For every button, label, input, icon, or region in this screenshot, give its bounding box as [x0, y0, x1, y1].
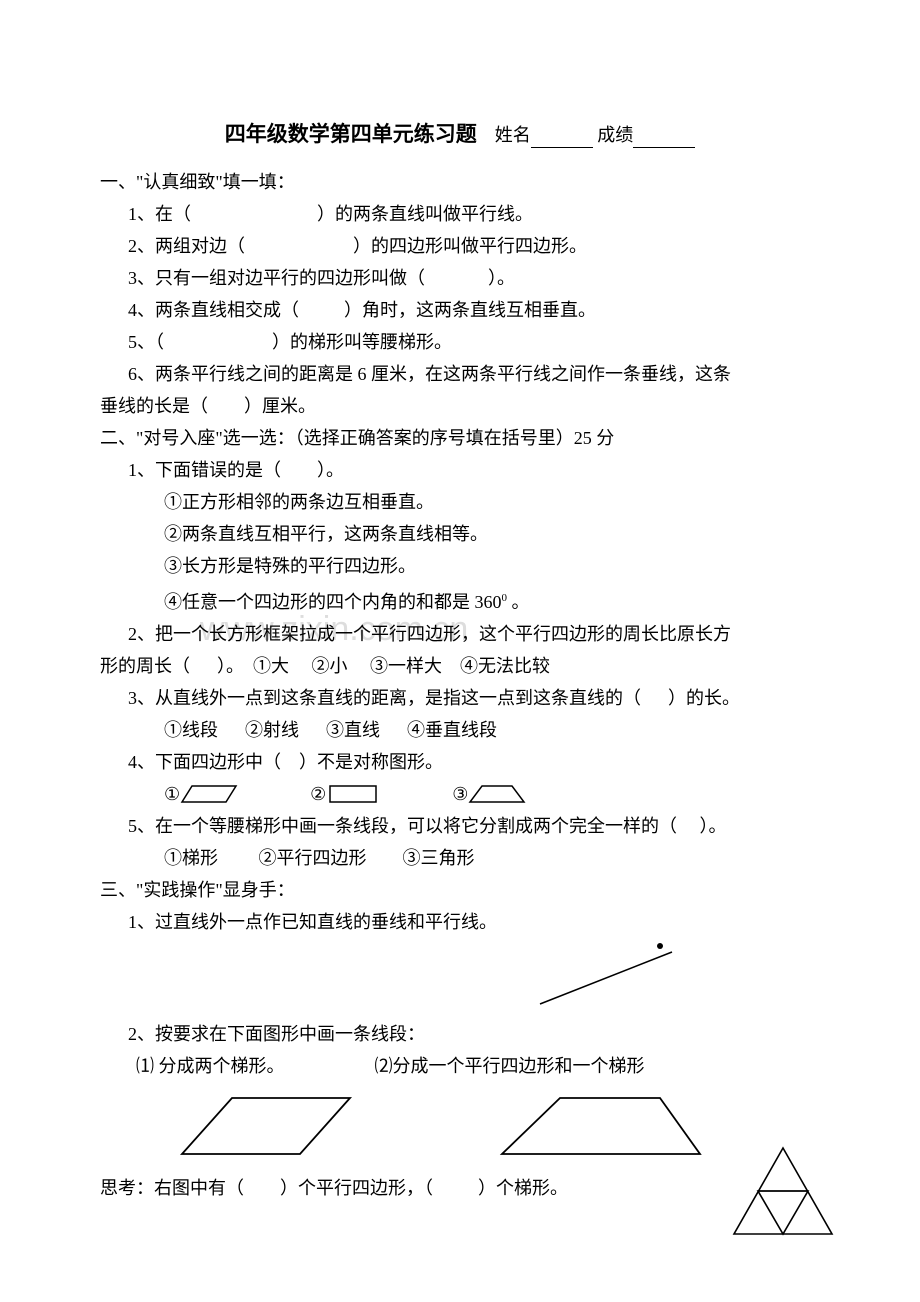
s2-q2-line2: 形的周长（ ）。 ①大 ②小 ③一样大 ④无法比较 [100, 650, 820, 682]
triangle-subdivided-icon [728, 1142, 840, 1242]
s2-q3-opts: ①线段 ②射线 ③直线 ④垂直线段 [100, 714, 820, 746]
s3-q1-stem: 1、过直线外一点作已知直线的垂线和平行线。 [100, 906, 820, 938]
page-title: 四年级数学第四单元练习题 [225, 123, 477, 146]
s2-q2-line1: 2、把一个长方形框架拉成一个平行四边形，这个平行四边形的周长比原长方 [100, 618, 820, 650]
name-field: 姓名 成绩 [495, 125, 696, 145]
name-label: 姓名 [495, 125, 531, 145]
s1-item-2: 2、两组对边（ ）的四边形叫做平行四边形。 [100, 230, 820, 262]
s2-q1-opt3: ③长方形是特殊的平行四边形。 [100, 550, 820, 582]
s1-item-6a: 6、两条平行线之间的距离是 6 厘米，在这两条平行线之间作一条垂线，这条 [100, 358, 820, 390]
s2-q1-opt1: ①正方形相邻的两条边互相垂直。 [100, 486, 820, 518]
s2-q4-opt2-label: ② [310, 778, 326, 810]
rectangle-icon [326, 783, 382, 805]
score-blank[interactable] [633, 129, 695, 148]
trapezoid-shape [490, 1092, 720, 1168]
oblique-line [540, 952, 672, 1004]
s2-q5-stem: 5、在一个等腰梯形中画一条线段，可以将它分割成两个完全一样的（ ）。 [100, 810, 820, 842]
s1-item-1: 1、在（ ）的两条直线叫做平行线。 [100, 198, 820, 230]
s2-q5-opts: ①梯形 ②平行四边形 ③三角形 [100, 842, 820, 874]
point-icon [657, 943, 663, 949]
score-label: 成绩 [597, 125, 633, 145]
s3-q1-figure [100, 938, 820, 1018]
s2-q4-opt3-label: ③ [452, 778, 468, 810]
section2-heading: 二、"对号入座"选一选：（选择正确答案的序号填在括号里）25 分 [100, 422, 820, 454]
s3-q2-subs: ⑴ 分成两个梯形。 ⑵分成一个平行四边形和一个梯形 [100, 1050, 820, 1082]
s2-q3-stem: 3、从直线外一点到这条直线的距离，是指这一点到这条直线的（ ）的长。 [100, 682, 820, 714]
s2-q1-opt2: ②两条直线互相平行，这两条直线相等。 [100, 518, 820, 550]
parallelogram-shape [170, 1092, 370, 1168]
s2-q4-options: ① ② ③ [100, 778, 820, 810]
think-text: 思考：右图中有（ ）个平行四边形，（ ）个梯形。 [100, 1172, 820, 1204]
think-row: 思考：右图中有（ ）个平行四边形，（ ）个梯形。 [100, 1172, 820, 1204]
section1-heading: 一、"认真细致"填一填： [100, 166, 820, 198]
section3-heading: 三、"实践操作"显身手： [100, 874, 820, 906]
s2-q1-opt4: ④任意一个四边形的四个内角的和都是 3600 。 [100, 582, 820, 618]
s2-q4-opt1-label: ① [164, 778, 180, 810]
s3-q2-stem: 2、按要求在下面图形中画一条线段： [100, 1018, 820, 1050]
name-blank[interactable] [531, 129, 593, 148]
s2-q1-stem: 1、下面错误的是（ ）。 [100, 454, 820, 486]
s3-q2-shapes [100, 1082, 820, 1172]
trapezoid-icon [468, 783, 528, 805]
s1-item-5: 5、（ ）的梯形叫等腰梯形。 [100, 326, 820, 358]
s1-item-6b: 垂线的长是（ ）厘米。 [100, 390, 820, 422]
s1-item-3: 3、只有一组对边平行的四边形叫做（ ）。 [100, 262, 820, 294]
s1-item-4: 4、两条直线相交成（ ）角时，这两条直线互相垂直。 [100, 294, 820, 326]
title-line: 四年级数学第四单元练习题 姓名 成绩 [100, 118, 820, 148]
parallelogram-icon [180, 783, 240, 805]
s2-q4-stem: 4、下面四边形中（ ）不是对称图形。 [100, 746, 820, 778]
